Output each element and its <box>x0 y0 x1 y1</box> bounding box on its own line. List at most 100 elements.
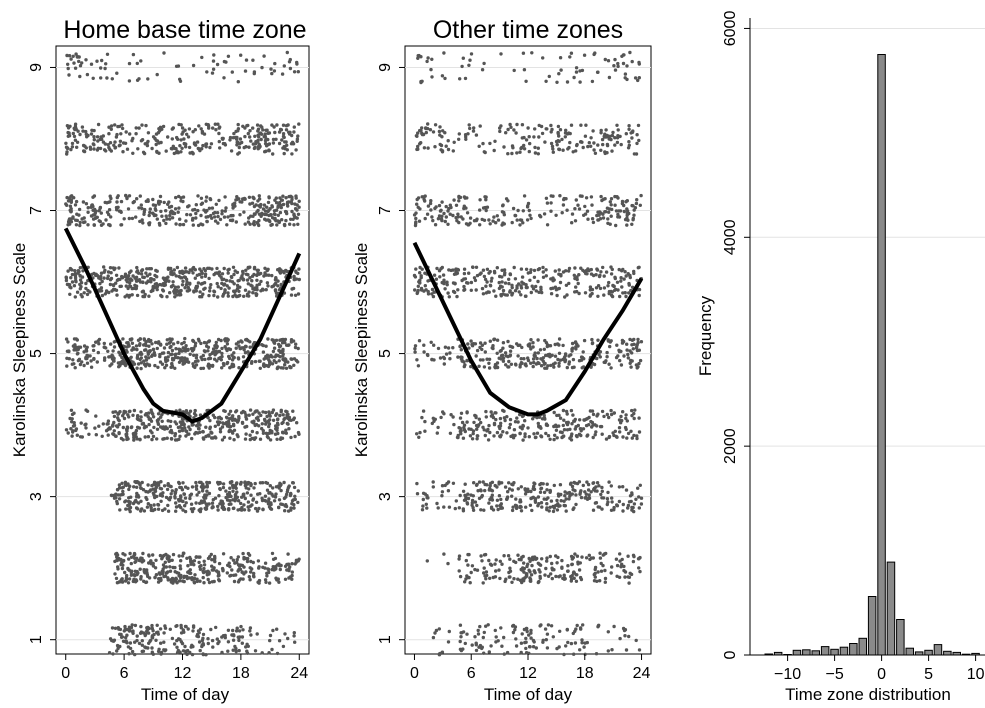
point <box>147 221 151 226</box>
point <box>546 574 551 578</box>
point <box>143 571 147 575</box>
point <box>181 195 186 199</box>
point <box>563 354 567 358</box>
point <box>625 342 629 346</box>
point <box>424 502 428 506</box>
point <box>609 484 613 488</box>
point <box>206 569 210 573</box>
point <box>185 280 189 284</box>
point <box>621 291 625 295</box>
point <box>150 342 154 346</box>
point <box>177 360 182 364</box>
point <box>292 213 296 217</box>
point <box>122 217 126 221</box>
point <box>177 481 182 486</box>
point <box>210 206 215 210</box>
point <box>624 294 628 299</box>
point <box>237 564 242 568</box>
point <box>66 66 70 71</box>
point <box>215 266 219 271</box>
point <box>237 145 241 150</box>
point <box>264 288 268 292</box>
point <box>290 570 294 574</box>
point <box>259 413 263 418</box>
point <box>67 196 72 200</box>
point <box>224 495 228 500</box>
point <box>158 486 162 490</box>
point <box>255 278 259 282</box>
point <box>484 415 488 419</box>
point <box>573 641 578 645</box>
point <box>591 435 595 440</box>
point <box>268 633 273 638</box>
point <box>230 280 235 284</box>
point <box>431 416 435 420</box>
point <box>507 365 511 369</box>
point <box>431 485 435 489</box>
point <box>199 564 203 568</box>
point <box>99 211 104 215</box>
point <box>173 207 178 211</box>
point <box>141 631 146 635</box>
point <box>607 289 612 294</box>
point <box>538 576 542 580</box>
point <box>163 560 167 564</box>
point <box>537 568 541 572</box>
point <box>178 567 183 571</box>
point <box>189 507 194 511</box>
point <box>542 416 547 420</box>
point <box>264 344 268 348</box>
point <box>190 509 195 514</box>
point <box>446 222 450 226</box>
point <box>547 509 551 513</box>
point <box>451 481 456 485</box>
point <box>110 638 114 643</box>
point <box>544 196 549 200</box>
point <box>505 650 510 655</box>
point <box>133 569 137 573</box>
point <box>295 137 300 141</box>
point <box>498 416 503 421</box>
point <box>143 633 147 638</box>
point <box>206 266 210 270</box>
point <box>223 209 227 213</box>
point <box>235 135 239 140</box>
point <box>440 200 444 204</box>
point <box>235 495 240 499</box>
point <box>80 125 85 129</box>
point <box>245 278 250 282</box>
point <box>204 195 209 199</box>
point <box>70 412 75 417</box>
point <box>554 213 558 217</box>
point <box>293 293 298 297</box>
point <box>617 426 622 430</box>
point <box>191 265 196 270</box>
point <box>439 267 443 271</box>
point <box>106 433 110 437</box>
point <box>224 415 229 419</box>
point <box>274 208 279 212</box>
point <box>505 415 509 419</box>
point <box>294 342 298 346</box>
point <box>260 426 264 431</box>
point <box>256 268 260 272</box>
point <box>206 641 210 646</box>
point <box>151 286 155 291</box>
point <box>225 498 230 502</box>
point <box>134 559 138 564</box>
point <box>242 508 247 512</box>
point <box>635 348 640 353</box>
point <box>126 413 130 417</box>
point <box>271 557 276 561</box>
point <box>153 575 157 580</box>
point <box>447 268 451 272</box>
point <box>478 624 482 629</box>
point <box>139 366 143 371</box>
point <box>262 274 266 278</box>
point <box>637 293 641 298</box>
point <box>82 149 87 154</box>
point <box>113 123 117 127</box>
point <box>121 489 125 494</box>
point <box>278 567 282 572</box>
point <box>239 53 243 57</box>
